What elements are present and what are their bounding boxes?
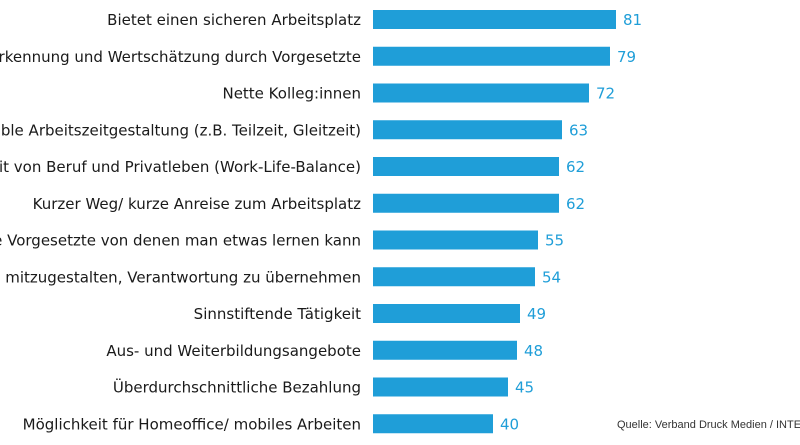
bar-12 — [373, 414, 493, 434]
category-label-11: Überdurchschnittliche Bezahlung — [113, 378, 361, 397]
bar-7 — [373, 230, 538, 250]
value-label-9: 49 — [527, 305, 546, 323]
bar-2 — [373, 46, 610, 66]
category-label-4: Flexible Arbeitszeitgestaltung (z.B. Tei… — [0, 121, 361, 139]
bar-8 — [373, 267, 535, 287]
bars-layer: Bietet einen sicheren Arbeitsplatz 81 Aner… — [0, 10, 642, 434]
category-label-1: Bietet einen sicheren Arbeitsplatz — [107, 11, 361, 29]
category-label-6: Kurzer Weg/ kurze Anreise zum Arbeitspla… — [33, 195, 361, 213]
value-label-4: 63 — [569, 121, 588, 139]
value-label-10: 48 — [524, 342, 543, 360]
value-label-7: 55 — [545, 232, 564, 250]
value-label-6: 62 — [566, 195, 585, 213]
category-label-3: Nette Kolleg:innen — [222, 85, 361, 103]
category-label-2: Anerkennung und Wertschätzung durch Vorg… — [0, 48, 361, 66]
value-label-2: 79 — [617, 48, 636, 66]
bar-9 — [373, 304, 520, 323]
category-label-9: Sinnstiftende Tätigkeit — [194, 305, 361, 323]
bar-6 — [373, 193, 559, 213]
value-label-12: 40 — [500, 415, 519, 433]
category-label-7: Kompetente Vorgesetzte von denen man etw… — [0, 232, 361, 250]
category-label-10: Aus- und Weiterbildungsangebote — [106, 342, 361, 360]
category-label-5: Vereinbarkeit von Beruf und Privatleben … — [0, 158, 361, 176]
bar-1 — [373, 10, 616, 29]
bar-4 — [373, 120, 562, 140]
value-label-11: 45 — [515, 379, 534, 397]
bar-5 — [373, 157, 559, 176]
bar-3 — [373, 83, 589, 103]
value-label-8: 54 — [542, 268, 561, 286]
value-label-3: 72 — [596, 85, 615, 103]
value-label-5: 62 — [566, 158, 585, 176]
category-label-8: Möglichkeit, mitzugestalten, Verantwortu… — [0, 268, 361, 286]
bar-10 — [373, 340, 517, 360]
bar-11 — [373, 377, 508, 397]
source-note: Quelle: Verband Druck Medien / INTEGRAL — [617, 419, 800, 431]
category-label-12: Möglichkeit für Homeoffice/ mobiles Arbe… — [23, 415, 361, 433]
value-label-1: 81 — [623, 11, 642, 29]
